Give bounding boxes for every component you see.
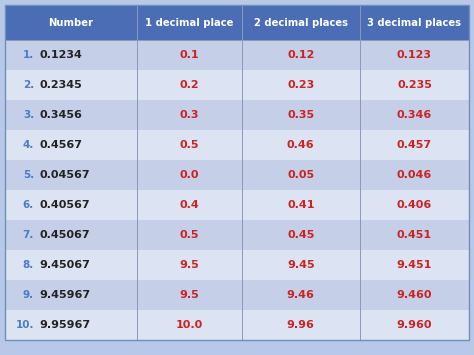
Text: 9.96: 9.96 [287,320,315,330]
Text: 0.235: 0.235 [397,80,432,90]
Bar [360,130,469,160]
Text: 0.45067: 0.45067 [39,230,90,240]
Text: 0.5: 0.5 [180,140,199,150]
Text: 8.: 8. [23,260,34,270]
Bar [137,190,242,220]
Bar [137,250,242,280]
Bar [5,250,137,280]
Text: 1.: 1. [23,50,34,60]
Bar [360,310,469,340]
Bar [242,70,360,100]
Bar [5,70,137,100]
Text: 0.41: 0.41 [287,200,315,210]
Bar [360,250,469,280]
Text: 2 decimal places: 2 decimal places [254,17,348,27]
Text: 9.45: 9.45 [287,260,315,270]
Text: 9.45967: 9.45967 [39,290,91,300]
Text: 0.4567: 0.4567 [39,140,82,150]
Bar [242,130,360,160]
Bar [360,100,469,130]
Text: 0.05: 0.05 [287,170,314,180]
Text: 9.451: 9.451 [397,260,432,270]
Bar [137,100,242,130]
Bar [5,310,137,340]
Text: 5.: 5. [23,170,34,180]
Text: 0.046: 0.046 [397,170,432,180]
Bar [5,190,137,220]
Bar [5,280,137,310]
Bar [137,220,242,250]
Text: 0.1: 0.1 [180,50,199,60]
Bar [5,40,137,70]
Text: 9.45067: 9.45067 [39,260,90,270]
Text: 0.2: 0.2 [180,80,199,90]
Bar [5,220,137,250]
Text: 9.46: 9.46 [287,290,315,300]
Text: 0.1234: 0.1234 [39,50,82,60]
Text: 0.3: 0.3 [180,110,199,120]
Bar [137,70,242,100]
Text: 9.: 9. [23,290,34,300]
Bar [242,190,360,220]
Text: 0.35: 0.35 [287,110,314,120]
Bar [242,100,360,130]
Bar [5,130,137,160]
Bar [5,100,137,130]
Text: 0.457: 0.457 [397,140,432,150]
Text: 0.04567: 0.04567 [39,170,90,180]
Text: 9.5: 9.5 [180,290,199,300]
Text: 9.5: 9.5 [180,260,199,270]
Text: 7.: 7. [23,230,34,240]
Text: 0.3456: 0.3456 [39,110,82,120]
Text: 9.95967: 9.95967 [39,320,91,330]
Bar [360,70,469,100]
Bar [137,40,242,70]
Text: 3 decimal places: 3 decimal places [367,17,462,27]
Text: 6.: 6. [23,200,34,210]
Text: 9.960: 9.960 [397,320,432,330]
Bar [360,280,469,310]
Bar [242,250,360,280]
Text: 0.451: 0.451 [397,230,432,240]
Bar [242,40,360,70]
Bar [242,310,360,340]
Bar [360,160,469,190]
Text: 0.45: 0.45 [287,230,314,240]
Text: 0.23: 0.23 [287,80,314,90]
Text: 0.2345: 0.2345 [39,80,82,90]
Text: 0.12: 0.12 [287,50,314,60]
Bar [137,5,242,40]
Text: 1 decimal place: 1 decimal place [145,17,234,27]
Text: Number: Number [49,17,94,27]
Text: 0.4: 0.4 [180,200,199,210]
Bar [242,280,360,310]
Bar [242,5,360,40]
Text: 0.5: 0.5 [180,230,199,240]
Bar [360,220,469,250]
Bar [242,160,360,190]
Text: 2.: 2. [23,80,34,90]
Bar [137,280,242,310]
Text: 0.40567: 0.40567 [39,200,90,210]
Text: 3.: 3. [23,110,34,120]
Text: 0.346: 0.346 [397,110,432,120]
Bar [137,160,242,190]
Bar [5,160,137,190]
Text: 0.123: 0.123 [397,50,432,60]
Text: 10.0: 10.0 [176,320,203,330]
Text: 9.460: 9.460 [397,290,432,300]
Bar [5,5,137,40]
Text: 4.: 4. [23,140,34,150]
Text: 0.0: 0.0 [180,170,199,180]
Bar [360,190,469,220]
Bar [360,5,469,40]
Bar [242,220,360,250]
Text: 10.: 10. [16,320,34,330]
Text: 0.406: 0.406 [397,200,432,210]
Bar [137,130,242,160]
Text: 0.46: 0.46 [287,140,315,150]
Bar [360,40,469,70]
Bar [137,310,242,340]
